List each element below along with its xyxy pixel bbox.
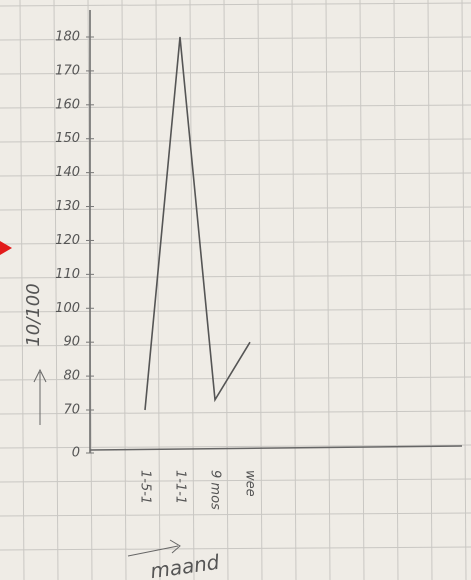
y-tick-label: 70 (63, 403, 80, 418)
paper-line (224, 0, 228, 580)
x-arrow (128, 546, 178, 556)
paper-line (190, 0, 194, 580)
red-marker (0, 241, 12, 255)
paper-line (54, 0, 58, 580)
paper-line (0, 479, 471, 482)
paper-line (258, 0, 262, 580)
x-tick-label: 1-1-1 (173, 470, 188, 504)
y-tick-label: 140 (55, 165, 80, 180)
chart: 10/100 maand 070809010011012013014015016… (0, 0, 471, 580)
paper-line (292, 0, 296, 580)
x-tick-label: 9 mos (208, 470, 223, 510)
paper-line (0, 547, 471, 550)
paper-line (0, 3, 471, 6)
y-tick-label: 180 (55, 30, 80, 45)
y-tick-label: 110 (55, 267, 80, 282)
y-tick-label: 150 (55, 131, 80, 146)
y-tick-label: 80 (63, 369, 80, 384)
paper-line (122, 0, 126, 580)
y-tick-label: 100 (55, 301, 80, 316)
y-tick-label: 120 (55, 233, 80, 248)
paper-line (462, 0, 466, 580)
y-tick-label: 130 (55, 199, 80, 214)
y-tick-label: 170 (55, 63, 80, 78)
paper-line (428, 0, 432, 580)
y-tick-label: 0 (72, 446, 80, 461)
y-axis-label: 10/100 (23, 283, 44, 346)
paper-line (360, 0, 364, 580)
x-tick-label: 1-5-1 (138, 470, 153, 504)
y-tick-label: 160 (55, 97, 80, 112)
paper-line (394, 0, 398, 580)
graph-paper (0, 0, 471, 580)
data-line (145, 37, 250, 410)
paper-line (0, 513, 471, 516)
x-tick-label: wee (243, 470, 258, 497)
paper-line (326, 0, 330, 580)
y-tick-label: 90 (63, 335, 80, 350)
